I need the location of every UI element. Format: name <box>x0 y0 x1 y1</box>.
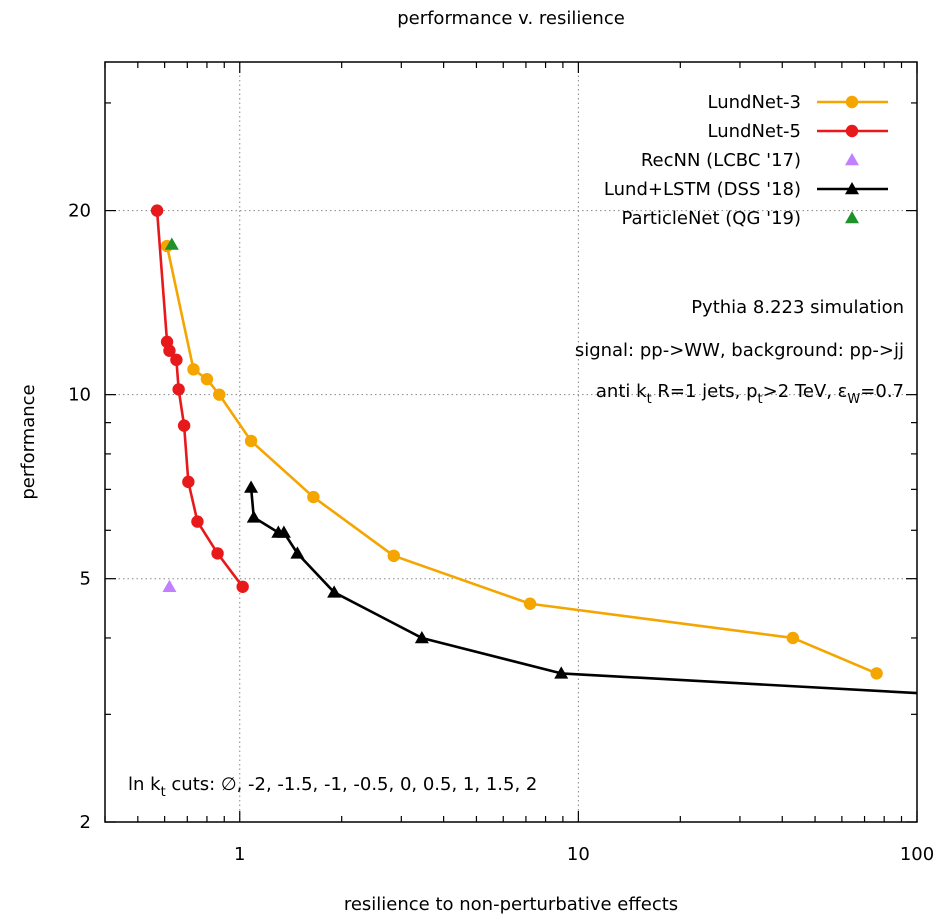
chart-title: performance v. resilience <box>397 8 625 29</box>
annotation-block: Pythia 8.223 simulation signal: pp->WW, … <box>128 297 904 800</box>
data-point <box>163 344 176 357</box>
grid <box>105 62 917 822</box>
series-particlenet-qg-19 <box>164 237 179 250</box>
data-point <box>244 480 259 493</box>
axis-ticks <box>104 62 918 823</box>
y-tick-label: 5 <box>80 569 91 590</box>
y-tick-label: 2 <box>80 812 91 833</box>
legend-label: LundNet-3 <box>708 92 802 113</box>
series-recnn-lcbc-17 <box>162 579 177 593</box>
y-tick-label: 20 <box>68 201 91 222</box>
legend-marker <box>845 153 859 166</box>
legend-label: RecNN (LCBC '17) <box>641 150 801 171</box>
data-point <box>554 666 569 679</box>
plot-frame <box>104 61 918 823</box>
series-lund-lstm-dss-18 <box>244 480 917 695</box>
x-tick-label: 10 <box>567 844 590 865</box>
data-point <box>786 631 800 645</box>
legend: LundNet-3 LundNet-5 RecNN (LCBC '17) Lund+L… <box>604 92 888 229</box>
legend-label: LundNet-5 <box>708 121 802 142</box>
data-point <box>523 597 537 610</box>
legend-entry: RecNN (LCBC '17) <box>641 150 859 171</box>
series-line <box>165 245 878 675</box>
data-point <box>200 372 214 386</box>
annotation-jets: anti kt R=1 jets, pt>2 TeV, εW=0.7 <box>596 381 904 407</box>
y-tick-label: 10 <box>68 385 91 406</box>
legend-entry: LundNet-5 <box>708 121 888 142</box>
tick-labels: 1 10 100 2 5 10 20 <box>68 201 934 865</box>
legend-entry: LundNet-3 <box>708 92 888 113</box>
legend-marker <box>845 95 859 109</box>
series-line <box>155 210 244 588</box>
data-point <box>177 419 191 432</box>
data-point <box>191 515 204 528</box>
legend-marker <box>845 182 859 195</box>
data-point <box>387 549 400 563</box>
y-axis-label: performance <box>18 384 39 499</box>
data-point <box>307 490 320 504</box>
data-point <box>164 237 179 250</box>
data-point <box>150 204 164 217</box>
data-point <box>290 546 305 559</box>
data-point <box>327 585 342 598</box>
x-tick-label: 100 <box>900 844 934 865</box>
data-point <box>170 353 183 367</box>
x-axis-label: resilience to non-perturbative effects <box>344 894 678 915</box>
series-lundnet-5 <box>150 204 249 593</box>
data-point <box>236 580 249 593</box>
series-line <box>249 487 917 695</box>
data-point <box>414 630 429 644</box>
legend-label: Lund+LSTM (DSS '18) <box>604 179 801 200</box>
data-point <box>162 579 177 593</box>
series-layer <box>150 204 917 695</box>
data-point <box>213 388 226 401</box>
data-point <box>211 547 224 560</box>
annotation-cuts: ln kt cuts: ∅, -2, -1.5, -1, -0.5, 0, 0.… <box>128 774 537 800</box>
legend-marker <box>845 124 859 138</box>
legend-entry: Lund+LSTM (DSS '18) <box>604 179 888 200</box>
legend-entry: ParticleNet (QG '19) <box>621 208 859 229</box>
data-point <box>276 525 291 538</box>
data-point <box>246 510 261 523</box>
legend-label: ParticleNet (QG '19) <box>621 208 801 229</box>
x-tick-label: 1 <box>234 844 245 865</box>
data-point <box>244 434 258 448</box>
data-point <box>182 475 195 489</box>
data-point <box>870 667 883 680</box>
data-point <box>172 383 185 396</box>
annotation-signal: signal: pp->WW, background: pp->jj <box>575 340 904 361</box>
annotation-simulation: Pythia 8.223 simulation <box>691 297 904 318</box>
legend-marker <box>845 211 859 224</box>
data-point <box>187 363 200 376</box>
